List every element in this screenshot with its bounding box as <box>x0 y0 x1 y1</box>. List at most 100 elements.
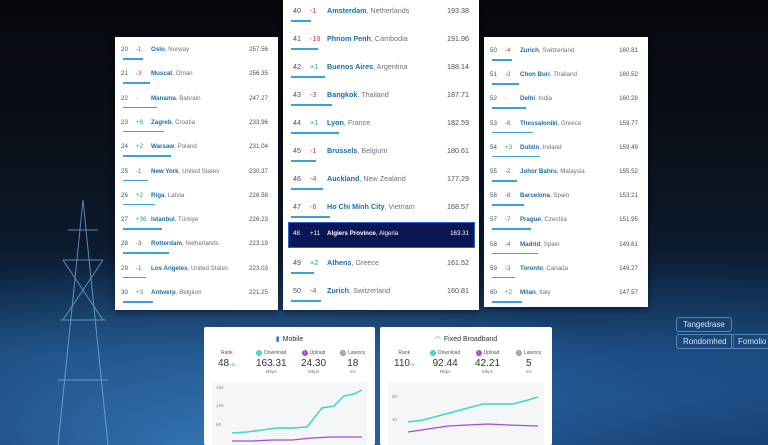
table-row[interactable]: 53 -6 Thessaloniki, Greece 159.77 <box>490 120 648 127</box>
row-country: , Switzerland <box>348 286 391 295</box>
table-row[interactable]: 57 -7 Prague, Czechia 151.95 <box>490 216 648 223</box>
table-row[interactable]: 42 +1 Buenos Aires, Argentina 188.14 <box>293 62 479 71</box>
row-city[interactable]: Zurich <box>520 47 539 54</box>
row-speed: 256.35 <box>249 70 268 78</box>
table-row[interactable]: 56 -8 Barcelona, Spain 153.21 <box>490 192 648 199</box>
row-speed: 160.28 <box>619 95 638 103</box>
table-row[interactable]: 47 -6 Ho Chi Minh City, Vietnam 168.57 <box>293 202 479 211</box>
table-row[interactable]: 28 -3 Rotterdam, Netherlands 223.19 <box>121 240 278 247</box>
row-city[interactable]: Auckland <box>327 174 360 183</box>
table-row[interactable]: 43 -3 Bangkok, Thailand 187.71 <box>293 90 479 99</box>
row-country: , Czechia <box>540 216 567 224</box>
row-speed-bar <box>492 301 522 303</box>
table-row[interactable]: 29 -1 Los Angeles, United States 223.03 <box>121 265 278 272</box>
row-city[interactable]: Oslo <box>151 46 165 53</box>
table-row[interactable]: 25 -1 New York, United States 230.37 <box>121 168 278 175</box>
row-city[interactable]: Prague <box>520 216 541 224</box>
y-tick-label: 120 <box>216 403 224 408</box>
row-city[interactable]: Algiers Province <box>327 230 376 237</box>
row-city[interactable]: Thessaloniki <box>520 119 558 127</box>
row-speed: 221.25 <box>249 289 268 296</box>
table-row[interactable]: 44 +1 Lyon, France 182.59 <box>293 118 479 127</box>
row-country: , France <box>343 118 371 127</box>
row-city[interactable]: Rotterdam <box>151 240 182 248</box>
row-city[interactable]: Johor Bahru <box>520 168 557 175</box>
row-rank: 60 <box>490 289 497 296</box>
table-row[interactable]: 52- Delhi, India 160.28 <box>490 95 648 102</box>
table-row[interactable]: 20 -1 Oslo, Norway 257.56 <box>121 46 278 53</box>
table-row[interactable]: 55 -2 Johor Bahru, Malaysia 155.52 <box>490 168 648 175</box>
row-country: , Vietnam <box>384 202 415 211</box>
row-rank: 54 <box>490 143 497 151</box>
row-rank-change: +1 <box>310 118 319 127</box>
row-city[interactable]: Zurich <box>327 286 349 295</box>
row-city[interactable]: Buenos Aires <box>327 62 374 71</box>
row-speed: 147.57 <box>619 289 638 296</box>
table-row[interactable]: 50 -4 Zurich, Switzerland 160.81 <box>293 286 479 295</box>
row-city[interactable]: Dublin <box>520 143 540 151</box>
mobile-upload-stat: ↑ Upload 24.30 Mbps <box>301 350 327 374</box>
broadband-rank-stat: Rank 110+5 <box>394 350 415 369</box>
upload-icon: ↑ <box>301 350 308 356</box>
table-row[interactable]: 24 +2 Warsaw, Poland 231.04 <box>121 143 278 150</box>
row-rank: 26 <box>121 191 128 199</box>
table-row[interactable]: 40 -1 Amsterdam, Netherlands 193.38 <box>293 6 479 15</box>
table-row[interactable]: 30 +3 Antwerp, Belgium 221.25 <box>121 289 278 296</box>
row-rank: 52 <box>490 95 497 103</box>
table-row[interactable]: 23 +8 Zagreb, Croatia 233.96 <box>121 119 278 126</box>
table-row[interactable]: 49 +2 Athens, Greece 161.52 <box>293 258 479 267</box>
table-row[interactable]: 60 +2 Milan, Italy 147.57 <box>490 289 648 296</box>
row-city[interactable]: Toronto <box>520 264 543 272</box>
row-city[interactable]: Phnom Penh <box>327 34 371 43</box>
row-city[interactable]: Barcelona <box>520 192 550 200</box>
row-city[interactable]: Madrid <box>520 240 541 248</box>
table-row[interactable]: 41 -18 Phnom Penh, Cambodia 191.96 <box>293 34 479 43</box>
table-row[interactable]: 54 +3 Dublin, Ireland 159.49 <box>490 144 648 151</box>
row-speed-bar <box>123 301 153 303</box>
highlighted-row-algiers[interactable] <box>288 222 475 248</box>
row-city[interactable]: Lyon <box>327 118 344 127</box>
table-row[interactable]: 50 -4 Zurich, Switzerland 160.81 <box>490 47 648 54</box>
row-city[interactable]: Athens <box>327 258 352 267</box>
table-row[interactable]: 27 +36 Istanbul, Türkiye 226.23 <box>121 216 278 223</box>
row-city[interactable]: Istanbul <box>151 216 175 224</box>
row-rank-change: -1 <box>310 6 317 15</box>
row-city[interactable]: Chon Buri <box>520 71 550 79</box>
row-country: , Algeria <box>375 230 399 237</box>
row-rank-change: -8 <box>505 192 511 200</box>
table-row[interactable]: 21 -3 Muscat, Oman 256.35 <box>121 70 278 77</box>
row-speed-bar <box>291 104 332 106</box>
row-rank: 56 <box>490 192 497 200</box>
row-rank-change: +3 <box>505 143 513 151</box>
row-city[interactable]: Antwerp <box>151 289 176 296</box>
row-city[interactable]: Delhi <box>520 95 536 103</box>
row-speed: 160.52 <box>619 71 638 79</box>
wifi-icon: ◠ <box>434 336 441 343</box>
row-city[interactable]: Los Angeles <box>151 264 188 272</box>
row-city[interactable]: Amsterdam <box>327 6 367 15</box>
row-rank: 40 <box>293 6 301 15</box>
download-icon: ↓ <box>256 350 263 356</box>
row-city[interactable]: Warsaw <box>151 143 175 151</box>
table-row[interactable]: 45 -1 Brussels, Belgium 180.61 <box>293 146 479 155</box>
row-city[interactable]: Riga <box>151 191 165 199</box>
table-row[interactable]: 48 +11 Algiers Province, Algeria 163.31 <box>293 230 479 237</box>
table-row[interactable]: 59 -3 Toronto, Canada 149.27 <box>490 265 648 272</box>
row-rank-change: +11 <box>310 230 321 237</box>
table-row[interactable]: 51 -2 Chon Buri, Thailand 160.52 <box>490 71 648 78</box>
bg-tag: Fomolio <box>731 334 768 349</box>
table-row[interactable]: 22- Manama, Bahrain 247.27 <box>121 95 278 102</box>
table-row[interactable]: 26 +2 Riga, Latvia 226.58 <box>121 192 278 199</box>
row-rank-change: -6 <box>310 202 317 211</box>
row-city[interactable]: Manama <box>151 94 176 102</box>
row-city[interactable]: Muscat <box>151 70 173 78</box>
row-city[interactable]: Milan <box>520 289 536 296</box>
row-city[interactable]: Ho Chi Minh City <box>327 202 385 211</box>
row-city[interactable]: Zagreb <box>151 118 172 126</box>
row-city[interactable]: Brussels <box>327 146 358 155</box>
row-city[interactable]: New York <box>151 167 179 175</box>
table-row[interactable]: 58 -4 Madrid, Spain 149.61 <box>490 241 648 248</box>
row-rank: 55 <box>490 168 497 175</box>
row-city[interactable]: Bangkok <box>327 90 358 99</box>
table-row[interactable]: 46 -4 Auckland, New Zealand 177.29 <box>293 174 479 183</box>
